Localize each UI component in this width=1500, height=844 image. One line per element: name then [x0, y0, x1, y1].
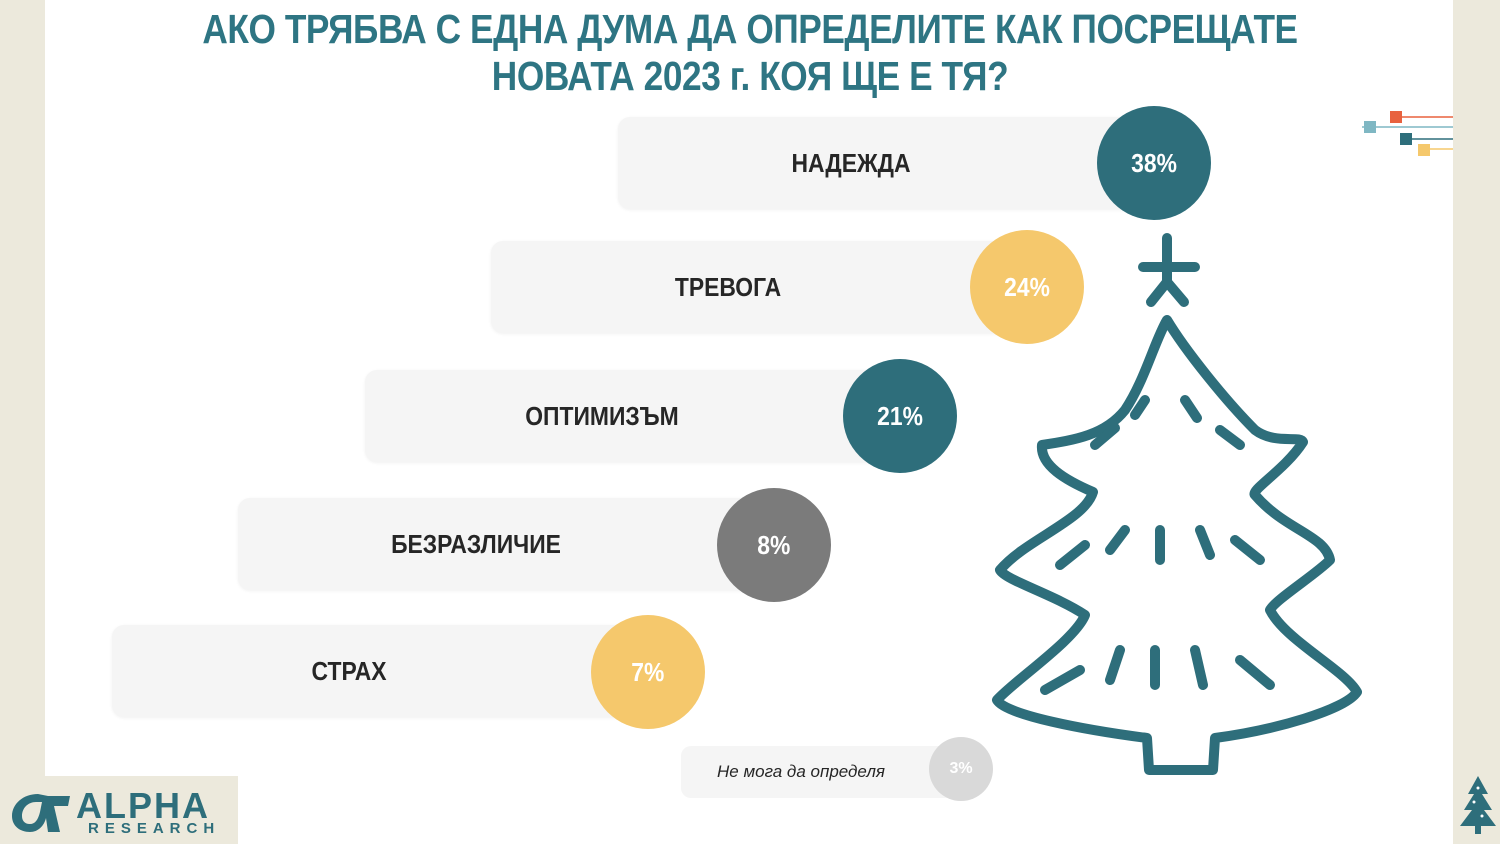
value-bubble-fear: 7%	[591, 615, 705, 729]
value-bubble-anxiety: 24%	[970, 230, 1084, 344]
value-bubble-optimism: 21%	[843, 359, 957, 473]
value-label: 24%	[1004, 271, 1050, 302]
value-bubble-indifference: 8%	[717, 488, 831, 602]
small-tree-icon	[1460, 776, 1496, 834]
value-bubble-hope: 38%	[1097, 106, 1211, 220]
bar-label: Не мога да определя	[717, 762, 885, 781]
bar-anxiety: ТРЕВОГА	[491, 241, 1011, 333]
bar-label: ТРЕВОГА	[674, 271, 782, 302]
bar-label: СТРАХ	[311, 655, 387, 686]
bar-label: ОПТИМИЗЪМ	[525, 400, 679, 431]
value-label: 21%	[877, 400, 923, 431]
bar-hope: НАДЕЖДА	[618, 117, 1138, 209]
christmas-tree-icon	[992, 233, 1362, 775]
logo-subtitle: RESEARCH	[88, 820, 221, 837]
logo-name: ALPHA	[76, 785, 210, 826]
bar-label: БЕЗРАЗЛИЧИЕ	[391, 528, 561, 559]
value-bubble-cannot-determine: 3%	[929, 737, 993, 801]
decoration-lights-icon	[1362, 111, 1453, 156]
value-label: 7%	[631, 656, 665, 687]
title-line-1: АКО ТРЯБВА С ЕДНА ДУМА ДА ОПРЕДЕЛИТЕ КАК…	[202, 6, 1298, 52]
value-label: 38%	[1131, 147, 1177, 178]
value-label: 3%	[949, 760, 973, 777]
alpha-research-logo: ALPHA RESEARCH	[0, 776, 238, 844]
page-title: АКО ТРЯБВА С ЕДНА ДУМА ДА ОПРЕДЕЛИТЕ КАК…	[105, 6, 1395, 100]
bar-cannot-determine: Не мога да определя	[681, 746, 961, 798]
value-label: 8%	[757, 529, 791, 560]
bar-fear: СТРАХ	[112, 625, 632, 717]
title-line-2: НОВАТА 2023 г. КОЯ ЩЕ Е ТЯ?	[491, 53, 1009, 99]
bar-indifference: БЕЗРАЗЛИЧИЕ	[238, 498, 758, 590]
alpha-logo-icon	[12, 794, 70, 832]
bar-label: НАДЕЖДА	[791, 147, 911, 178]
bar-optimism: ОПТИМИЗЪМ	[365, 370, 885, 462]
